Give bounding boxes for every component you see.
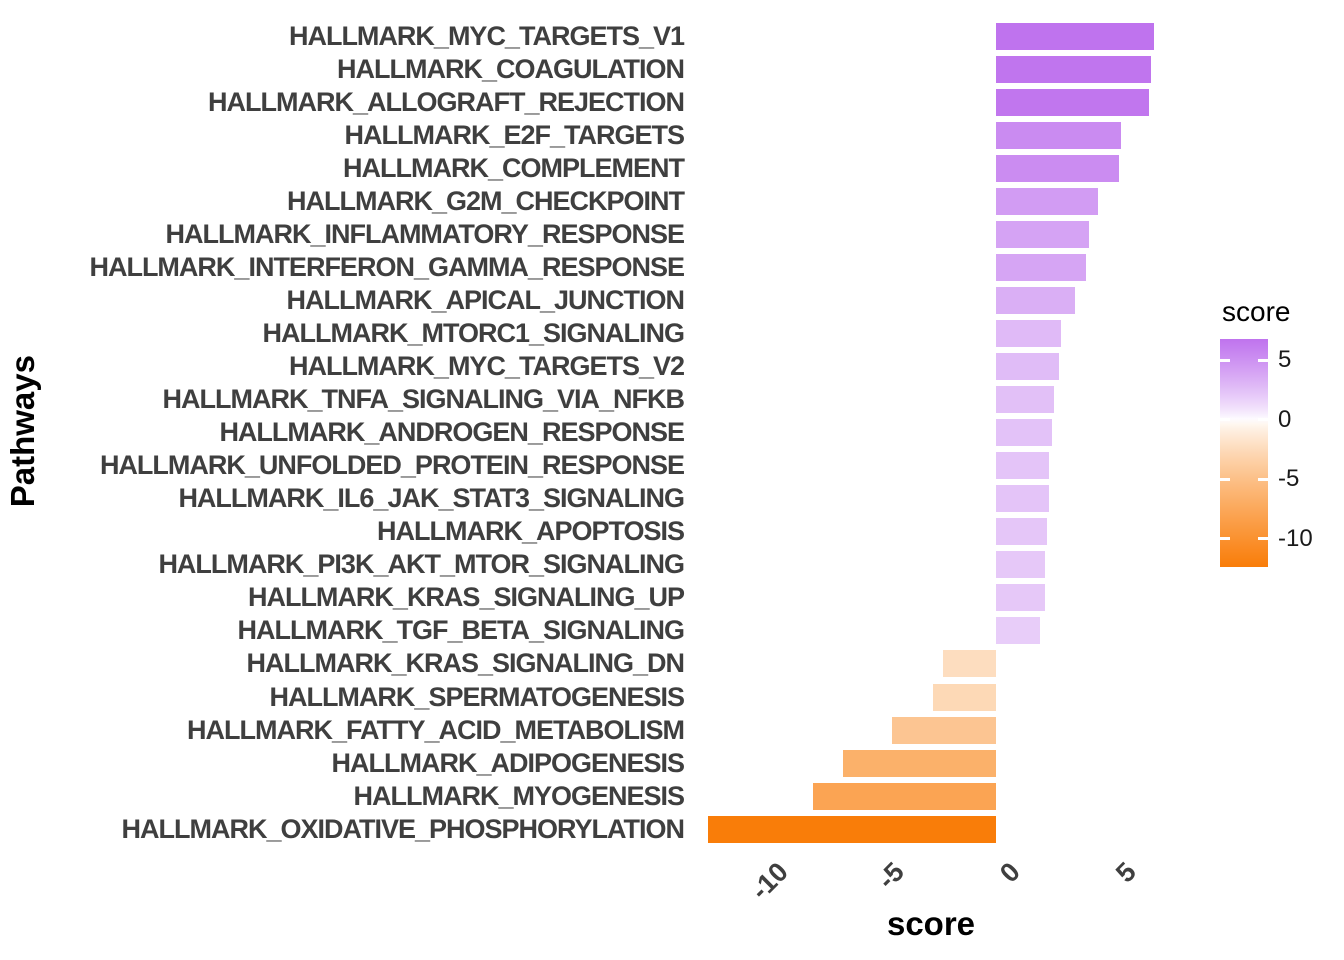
- bar: [996, 419, 1052, 447]
- legend-tick-label: 0: [1278, 405, 1292, 433]
- bar: [996, 617, 1041, 645]
- bar: [996, 154, 1119, 182]
- category-label: HALLMARK_COMPLEMENT: [343, 152, 685, 183]
- bar: [942, 650, 996, 678]
- category-label: HALLMARK_KRAS_SIGNALING_DN: [246, 648, 685, 679]
- category-label: HALLMARK_PI3K_AKT_MTOR_SIGNALING: [158, 549, 685, 580]
- bar: [996, 220, 1089, 248]
- bar: [812, 782, 996, 810]
- legend: score 5 0 -5 -10: [1208, 290, 1344, 590]
- bar: [996, 452, 1050, 480]
- category-label: HALLMARK_KRAS_SIGNALING_UP: [247, 582, 685, 613]
- bar: [933, 683, 996, 711]
- category-label: HALLMARK_MTORC1_SIGNALING: [262, 317, 685, 348]
- bar: [996, 319, 1061, 347]
- category-label: HALLMARK_UNFOLDED_PROTEIN_RESPONSE: [99, 450, 685, 481]
- category-label: HALLMARK_SPERMATOGENESIS: [269, 681, 685, 712]
- category-label: HALLMARK_MYOGENESIS: [353, 780, 685, 811]
- bar: [996, 485, 1050, 513]
- legend-tick-label: -5: [1278, 465, 1300, 493]
- legend-tick-mark: [1258, 477, 1268, 481]
- bar: [996, 121, 1122, 149]
- x-axis-title: score: [886, 905, 976, 942]
- bar: [996, 551, 1045, 579]
- category-label: HALLMARK_G2M_CHECKPOINT: [286, 185, 685, 216]
- category-label: HALLMARK_MYC_TARGETS_V1: [288, 20, 685, 51]
- category-label: HALLMARK_FATTY_ACID_METABOLISM: [187, 714, 685, 745]
- legend-tick-mark: [1258, 537, 1268, 540]
- category-label: HALLMARK_OXIDATIVE_PHOSPHORYLATION: [121, 813, 685, 844]
- bar: [996, 386, 1054, 414]
- bar: [996, 518, 1048, 546]
- legend-tick-mark: [1220, 537, 1230, 540]
- category-label: HALLMARK_MYC_TARGETS_V2: [288, 351, 685, 381]
- x-tick-label: 5: [1109, 856, 1142, 889]
- bar: [891, 716, 996, 744]
- legend-tick-mark: [1258, 418, 1268, 422]
- bar: [996, 55, 1152, 83]
- x-tick-label: 0: [993, 856, 1026, 889]
- legend-tick-mark: [1220, 358, 1230, 362]
- bar: [708, 815, 996, 843]
- bar: [996, 353, 1059, 380]
- bar: [996, 584, 1045, 612]
- legend-tick-mark: [1258, 358, 1268, 362]
- category-label: HALLMARK_TGF_BETA_SIGNALING: [237, 615, 685, 646]
- legend-tick-label: 5: [1278, 346, 1292, 374]
- legend-colorbar: [1220, 339, 1268, 567]
- legend-tick-mark: [1220, 418, 1230, 422]
- legend-tick-mark: [1220, 477, 1230, 481]
- category-label: HALLMARK_ANDROGEN_RESPONSE: [219, 417, 685, 448]
- category-label: HALLMARK_E2F_TARGETS: [344, 119, 685, 150]
- category-label: HALLMARK_INFLAMMATORY_RESPONSE: [165, 218, 685, 249]
- bar: [996, 88, 1150, 116]
- category-label: HALLMARK_ALLOGRAFT_REJECTION: [208, 86, 685, 117]
- category-label: HALLMARK_TNFA_SIGNALING_VIA_NFKB: [162, 384, 685, 415]
- legend-tick-label: -10: [1278, 524, 1313, 552]
- bar: [842, 749, 996, 777]
- bar: [996, 22, 1154, 50]
- bar: [996, 187, 1099, 215]
- bar: [996, 253, 1087, 281]
- category-label: HALLMARK_COAGULATION: [337, 53, 685, 84]
- legend-title: score: [1222, 296, 1291, 327]
- bar: [996, 286, 1075, 314]
- category-label: HALLMARK_INTERFERON_GAMMA_RESPONSE: [89, 251, 685, 282]
- category-label: HALLMARK_ADIPOGENESIS: [331, 747, 685, 778]
- x-tick-label: -10: [744, 856, 794, 906]
- category-label: HALLMARK_APOPTOSIS: [376, 516, 685, 547]
- category-label: HALLMARK_IL6_JAK_STAT3_SIGNALING: [178, 483, 685, 514]
- category-label: HALLMARK_APICAL_JUNCTION: [286, 284, 685, 315]
- x-tick-label: -5: [871, 856, 910, 895]
